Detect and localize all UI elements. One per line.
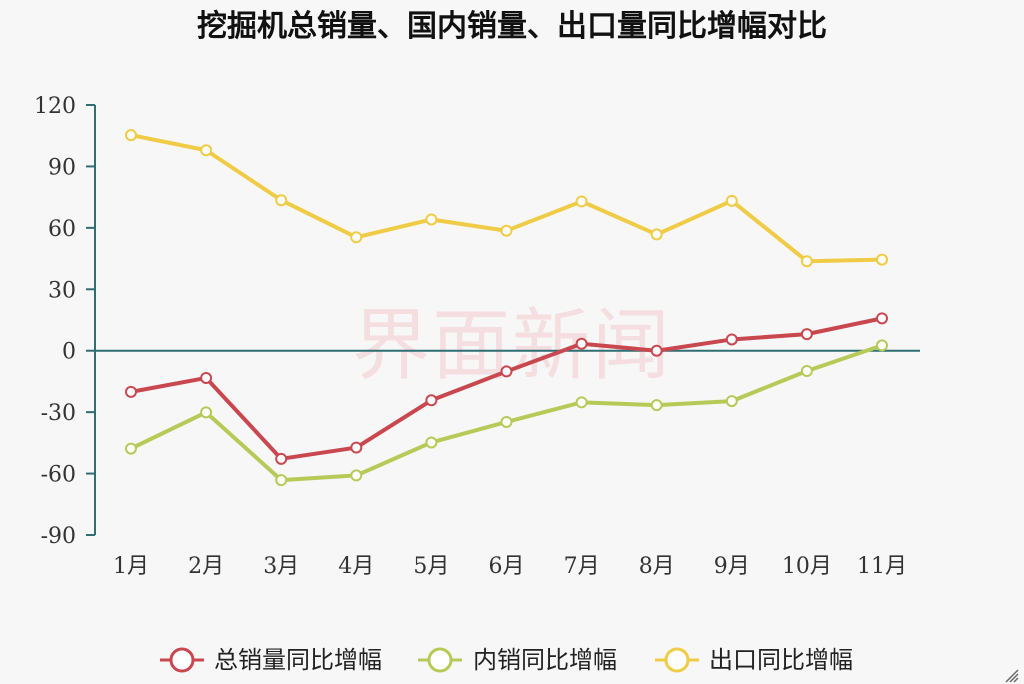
x-tick-label: 11月 [857, 554, 907, 579]
legend-label: 总销量同比增幅 [214, 646, 382, 674]
data-point[interactable] [500, 365, 513, 378]
series-layer [125, 129, 888, 487]
data-point[interactable] [876, 312, 888, 325]
data-point[interactable] [200, 406, 213, 419]
chart-title: 挖掘机总销量、国内销量、出口量同比增幅对比 [197, 9, 827, 44]
data-point[interactable] [200, 144, 213, 157]
data-point[interactable] [125, 129, 137, 142]
legend-marker-icon [169, 647, 195, 673]
x-axis: 1月 2月 3月 4月 5月 6月 7月 8月 9月 10月 11月 [113, 554, 907, 579]
y-tick-label: -30 [41, 401, 76, 426]
y-tick-label: 0 [62, 340, 76, 365]
x-tick-label: 9月 [714, 554, 750, 579]
data-point[interactable] [125, 385, 137, 398]
data-point[interactable] [725, 333, 738, 346]
legend-item[interactable]: 内销同比增幅 [418, 646, 617, 674]
series-group [125, 129, 888, 268]
data-point[interactable] [650, 344, 663, 357]
x-tick-label: 4月 [338, 554, 374, 579]
y-tick-label: 90 [48, 155, 76, 180]
data-point[interactable] [800, 255, 813, 268]
data-point[interactable] [500, 224, 513, 237]
legend-label: 出口同比增幅 [709, 646, 853, 674]
legend-item[interactable]: 出口同比增幅 [655, 646, 853, 674]
legend-marker-icon [427, 647, 453, 673]
legend[interactable]: 总销量同比增幅 内销同比增幅 出口同比增幅 [160, 646, 853, 674]
data-point[interactable] [876, 253, 888, 266]
data-point[interactable] [800, 364, 813, 377]
data-point[interactable] [350, 441, 363, 454]
data-point[interactable] [275, 452, 288, 465]
data-point[interactable] [350, 469, 363, 482]
x-tick-label: 2月 [188, 554, 224, 579]
data-point[interactable] [425, 213, 438, 226]
y-tick-label: 60 [48, 217, 76, 242]
legend-item[interactable]: 总销量同比增幅 [160, 646, 382, 674]
x-tick-label: 8月 [639, 554, 675, 579]
data-point[interactable] [125, 442, 137, 455]
data-point[interactable] [275, 194, 288, 207]
data-point[interactable] [575, 337, 588, 350]
legend-marker-icon [664, 647, 690, 673]
data-point[interactable] [725, 395, 738, 408]
y-tick-label: -60 [41, 463, 76, 488]
x-tick-label: 7月 [564, 554, 600, 579]
data-point[interactable] [575, 396, 588, 409]
data-point[interactable] [425, 394, 438, 407]
data-point[interactable] [275, 474, 288, 487]
data-point[interactable] [575, 195, 588, 208]
data-point[interactable] [350, 231, 363, 244]
x-tick-label: 10月 [782, 554, 832, 579]
x-tick-label: 3月 [263, 554, 299, 579]
data-point[interactable] [876, 339, 888, 352]
data-point[interactable] [650, 399, 663, 412]
data-point[interactable] [650, 228, 663, 241]
x-tick-label: 5月 [413, 554, 449, 579]
x-tick-label: 1月 [113, 554, 149, 579]
data-point[interactable] [800, 328, 813, 341]
y-axis: 120 90 60 30 0 -30 -60 -90 [34, 94, 920, 549]
data-point[interactable] [200, 371, 213, 384]
series-group [125, 312, 888, 465]
y-tick-label: -90 [41, 524, 76, 549]
y-tick-label: 120 [34, 94, 76, 119]
data-point[interactable] [500, 415, 513, 428]
legend-label: 内销同比增幅 [473, 646, 617, 674]
series-line [129, 133, 884, 264]
series-group [125, 339, 888, 487]
y-tick-label: 30 [48, 278, 76, 303]
resize-grip-icon[interactable] [1005, 669, 1019, 683]
x-tick-label: 6月 [489, 554, 525, 579]
data-point[interactable] [425, 436, 438, 449]
data-point[interactable] [725, 194, 738, 207]
